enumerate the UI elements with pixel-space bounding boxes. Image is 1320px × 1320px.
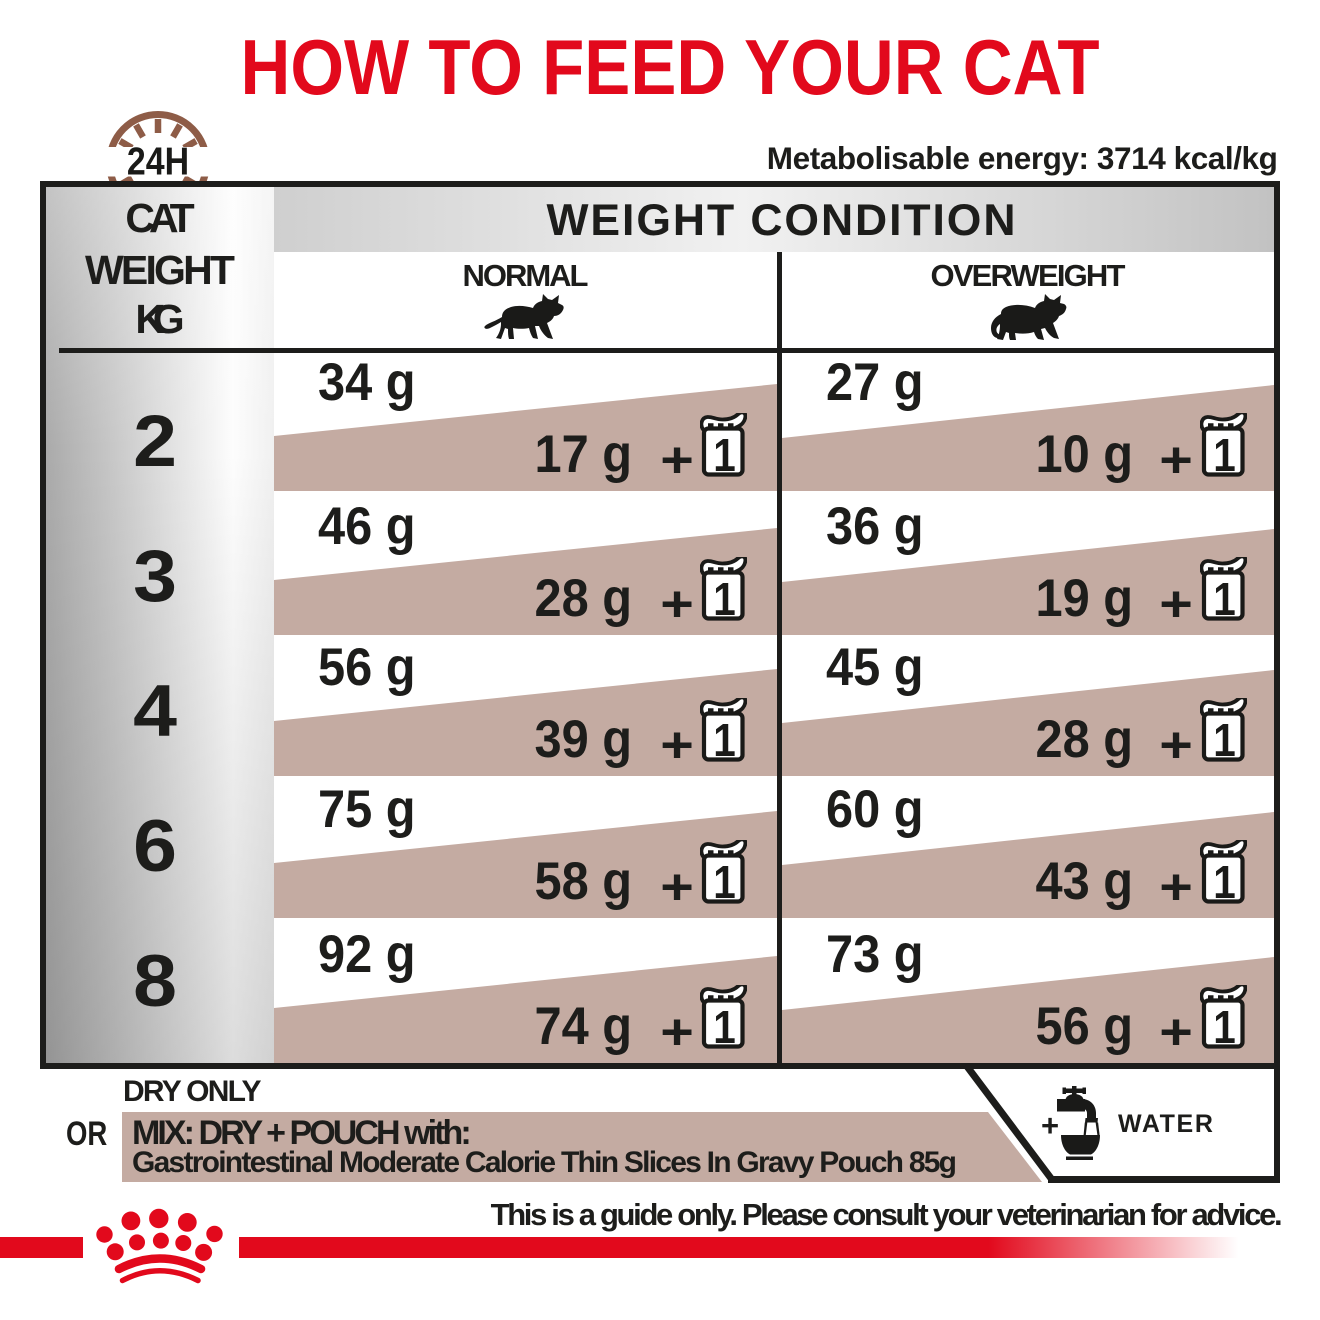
- svg-text:1: 1: [1213, 716, 1236, 762]
- svg-text:24H: 24H: [127, 139, 189, 181]
- svg-text:1: 1: [713, 716, 736, 762]
- svg-text:1: 1: [1213, 1003, 1236, 1049]
- svg-text:1: 1: [713, 431, 736, 477]
- svg-text:1: 1: [1213, 858, 1236, 904]
- svg-text:1: 1: [713, 1003, 736, 1049]
- svg-text:1: 1: [713, 858, 736, 904]
- svg-text:1: 1: [1213, 575, 1236, 621]
- svg-text:1: 1: [713, 575, 736, 621]
- svg-text:1: 1: [1213, 431, 1236, 477]
